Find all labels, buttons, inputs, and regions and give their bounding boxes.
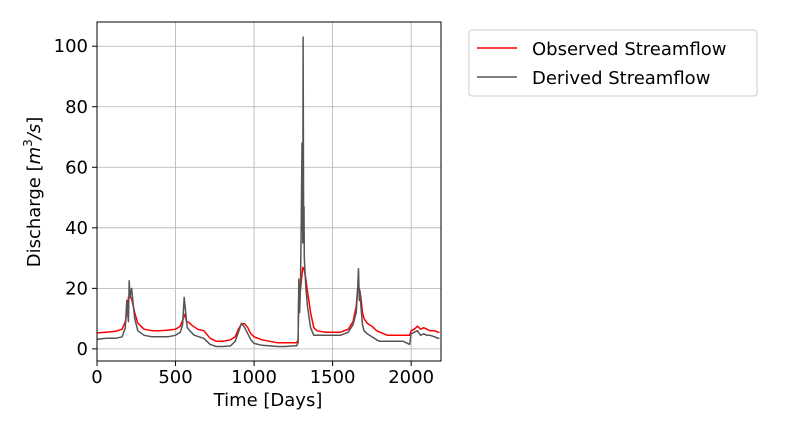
legend: Observed Streamflow Derived Streamflow [468,29,758,97]
y-tick-label: 0 [77,339,88,360]
y-axis-label: Discharge [m3/s] [21,117,45,268]
x-tick-label: 0 [91,367,102,388]
x-tick-label: 1000 [231,367,277,388]
y-tick-label: 20 [65,278,88,299]
plot-frame [96,21,442,362]
y-tick-label: 60 [65,157,88,178]
series-group [96,36,440,348]
y-tick-label: 80 [65,97,88,118]
x-tick-label: 2000 [388,367,434,388]
y-tick-label: 40 [65,218,88,239]
series-line-derived [96,36,440,348]
legend-box [468,29,758,97]
x-axis-label: Time [Days] [213,390,323,411]
y-axis-ticks: 0 20 40 60 80 100 [54,36,97,360]
legend-label-observed: Observed Streamflow [532,39,727,60]
legend-label-derived: Derived Streamflow [532,68,710,89]
x-tick-label: 1500 [310,367,356,388]
x-tick-label: 500 [158,367,192,388]
x-axis-ticks: 0 500 1000 1500 2000 [91,361,434,388]
y-tick-label: 100 [54,36,88,57]
grid-lines [96,22,441,361]
series-line-observed [96,266,440,344]
